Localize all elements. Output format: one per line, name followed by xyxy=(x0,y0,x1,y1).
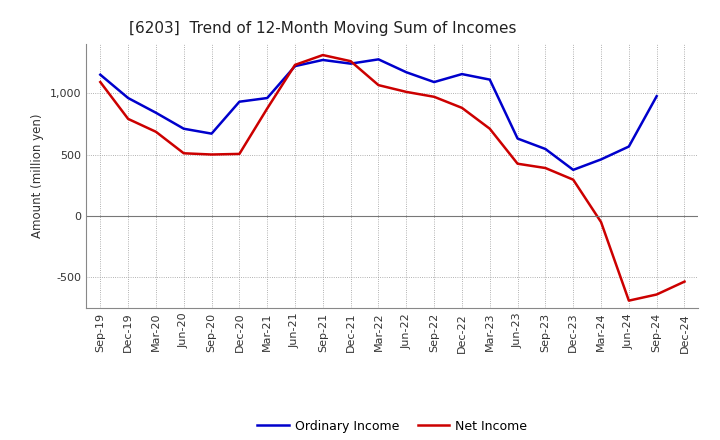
Net Income xyxy=(291,62,300,67)
Ordinary Income xyxy=(179,126,188,132)
Net Income xyxy=(346,59,355,64)
Ordinary Income xyxy=(458,71,467,77)
Net Income xyxy=(235,151,243,157)
Ordinary Income xyxy=(597,157,606,162)
Net Income xyxy=(541,165,550,171)
Net Income xyxy=(624,298,633,303)
Net Income xyxy=(318,52,327,58)
Ordinary Income xyxy=(485,77,494,82)
Ordinary Income xyxy=(291,63,300,69)
Ordinary Income xyxy=(624,144,633,149)
Net Income xyxy=(124,116,132,121)
Net Income xyxy=(374,82,383,88)
Legend: Ordinary Income, Net Income: Ordinary Income, Net Income xyxy=(252,414,533,437)
Net Income xyxy=(263,106,271,111)
Ordinary Income xyxy=(541,147,550,152)
Ordinary Income xyxy=(318,57,327,62)
Line: Net Income: Net Income xyxy=(100,55,685,301)
Ordinary Income xyxy=(569,167,577,172)
Ordinary Income xyxy=(235,99,243,104)
Ordinary Income xyxy=(374,57,383,62)
Net Income xyxy=(96,80,104,85)
Ordinary Income xyxy=(263,95,271,101)
Net Income xyxy=(680,279,689,284)
Ordinary Income xyxy=(207,131,216,136)
Net Income xyxy=(652,292,661,297)
Ordinary Income xyxy=(152,110,161,115)
Ordinary Income xyxy=(402,70,410,75)
Net Income xyxy=(458,105,467,110)
Y-axis label: Amount (million yen): Amount (million yen) xyxy=(32,114,45,238)
Net Income xyxy=(597,220,606,225)
Net Income xyxy=(569,177,577,182)
Text: [6203]  Trend of 12-Month Moving Sum of Incomes: [6203] Trend of 12-Month Moving Sum of I… xyxy=(130,21,517,36)
Net Income xyxy=(513,161,522,166)
Ordinary Income xyxy=(513,136,522,141)
Ordinary Income xyxy=(652,94,661,99)
Ordinary Income xyxy=(96,72,104,77)
Net Income xyxy=(430,94,438,99)
Net Income xyxy=(485,126,494,132)
Net Income xyxy=(402,89,410,95)
Net Income xyxy=(152,129,161,135)
Ordinary Income xyxy=(346,61,355,66)
Line: Ordinary Income: Ordinary Income xyxy=(100,59,657,170)
Net Income xyxy=(179,150,188,156)
Net Income xyxy=(207,152,216,157)
Ordinary Income xyxy=(430,80,438,85)
Ordinary Income xyxy=(124,95,132,101)
